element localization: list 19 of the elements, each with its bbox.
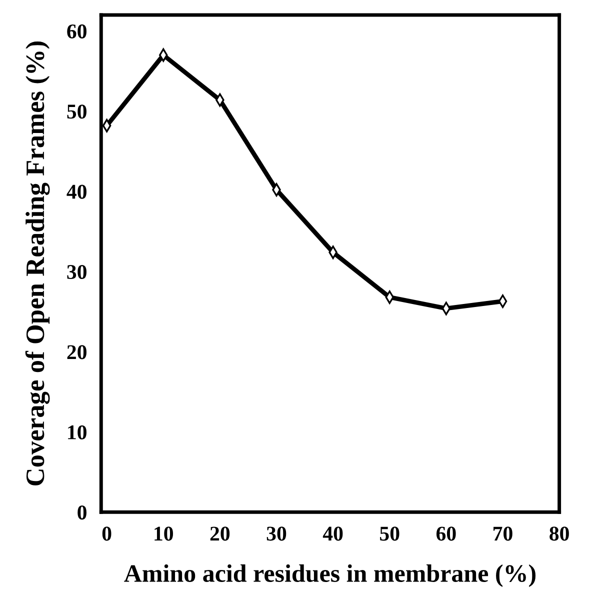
y-tick-label: 50 xyxy=(67,104,86,119)
x-tick-label: 30 xyxy=(266,526,286,541)
x-tick-label: 80 xyxy=(550,526,569,541)
y-tick-label: 60 xyxy=(67,24,86,38)
x-tick-label: 60 xyxy=(436,526,456,541)
x-tick-label: 50 xyxy=(380,526,400,541)
x-tick-label: 10 xyxy=(154,526,173,541)
y-axis-title: Coverage of Open Reading Frames (%) xyxy=(25,42,50,486)
y-tick-label: 0 xyxy=(78,506,86,520)
y-tick-label: 10 xyxy=(68,425,86,440)
y-tick-label: 30 xyxy=(67,264,86,280)
point xyxy=(498,294,508,308)
y-tick-label: 40 xyxy=(66,184,86,199)
x-tick-label: 40 xyxy=(322,526,343,541)
x-axis-title: Amino acid residues in membrane (%) xyxy=(124,564,536,588)
y-tick-label: 20 xyxy=(67,345,86,360)
x-tick-label: 0 xyxy=(102,526,112,541)
x-tick-label: 20 xyxy=(210,526,230,541)
x-tick-label: 70 xyxy=(494,526,512,541)
